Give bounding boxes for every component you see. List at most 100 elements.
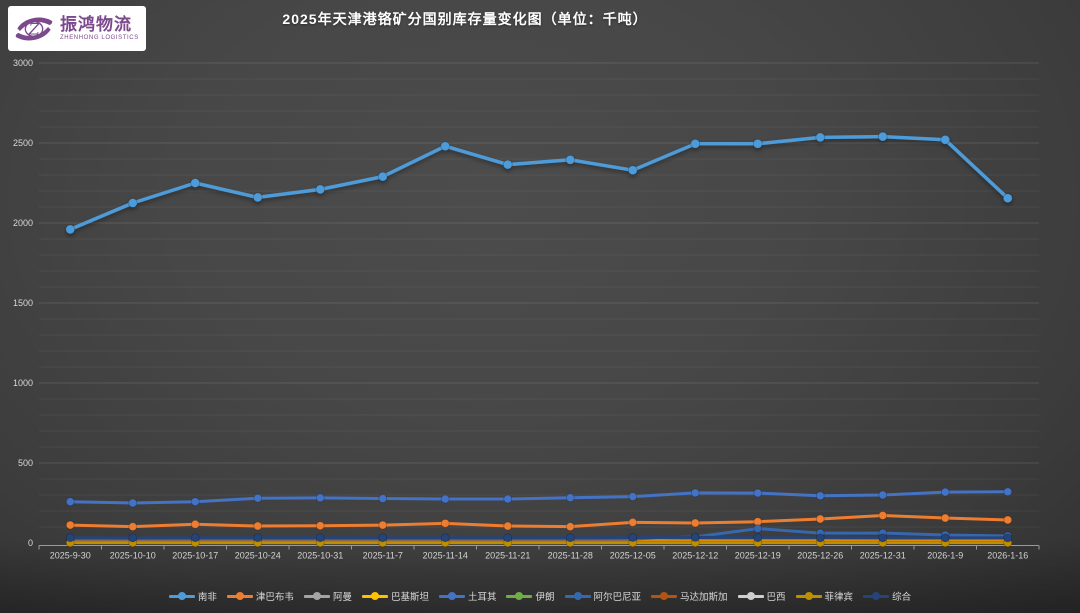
data-point	[253, 533, 263, 543]
data-point	[128, 533, 138, 543]
legend-line-marker-icon	[168, 592, 195, 601]
series-line	[68, 490, 1010, 505]
y-axis-label: 1500	[13, 298, 33, 308]
data-point	[378, 533, 388, 543]
brand-name-cn: 振鸿物流	[60, 15, 132, 34]
x-axis-label: 2025-11-28	[548, 551, 593, 561]
data-point	[628, 533, 638, 542]
company-logo: Z 振鸿物流 ZHENHONG LOGISTICS	[8, 6, 146, 51]
logo-eye-icon: Z	[15, 17, 53, 40]
legend-label: 菲律宾	[824, 592, 854, 603]
data-point	[940, 513, 950, 523]
data-point	[502, 159, 513, 170]
x-axis-label: 2025-9-30	[50, 551, 91, 561]
series-line	[68, 134, 1010, 232]
x-axis-label: 2025-11-14	[423, 551, 468, 561]
x-axis-label: 2025-10-24	[235, 551, 281, 561]
x-axis-label: 2025-12-05	[610, 551, 656, 561]
data-point	[878, 533, 888, 543]
x-axis-label: 2025-11-21	[485, 551, 530, 561]
data-point	[940, 533, 950, 543]
x-axis-label: 2026-1-9	[927, 551, 963, 561]
series-综合	[65, 533, 1013, 543]
data-point	[690, 138, 701, 149]
brand-name-en: ZHENHONG LOGISTICS	[60, 35, 139, 41]
legend-label: 津巴布韦	[255, 592, 294, 603]
data-point	[440, 533, 450, 543]
data-point	[127, 198, 138, 208]
data-point	[940, 134, 951, 145]
legend-item-巴西[interactable]: 巴西	[737, 589, 786, 603]
data-point	[65, 520, 75, 530]
legend-item-伊朗[interactable]: 伊朗	[506, 589, 555, 603]
legend-line-marker-icon	[361, 592, 388, 601]
data-point	[815, 132, 826, 143]
legend-item-阿曼[interactable]: 阿曼	[303, 589, 352, 603]
legend-line-marker-icon	[226, 592, 253, 601]
legend-item-阿尔巴尼亚[interactable]: 阿尔巴尼亚	[564, 589, 642, 603]
y-axis-label: 500	[18, 458, 33, 468]
data-point	[440, 141, 451, 152]
data-point	[253, 521, 263, 531]
svg-text:Z: Z	[28, 19, 41, 38]
legend-item-马达加斯加[interactable]: 马达加斯加	[651, 589, 728, 603]
data-point	[378, 520, 388, 530]
legend-label: 阿尔巴尼亚	[593, 592, 642, 603]
data-point	[940, 487, 950, 497]
legend-item-巴基斯坦[interactable]: 巴基斯坦	[361, 589, 429, 603]
chart-title: 2025年天津港铬矿分国别库存量变化图（单位：千吨）	[282, 11, 648, 27]
x-axis-label: 2026-1-16	[987, 551, 1028, 561]
legend-label: 巴西	[766, 592, 786, 603]
data-point	[753, 533, 763, 543]
data-point	[65, 224, 76, 235]
chart-legend: 南非 津巴布韦 阿曼 巴基斯坦 土耳其 伊朗 阿尔巴尼亚 马达加斯加 巴西 菲律宾 综合	[0, 586, 1080, 606]
legend-label: 南非	[197, 592, 217, 603]
data-point	[878, 511, 888, 520]
legend-item-土耳其[interactable]: 土耳其	[438, 589, 497, 603]
y-axis-label: 0	[28, 538, 33, 548]
data-point	[690, 518, 700, 528]
data-point	[503, 521, 513, 531]
data-point	[65, 497, 75, 507]
legend-item-南非[interactable]: 南非	[168, 589, 217, 603]
data-point	[378, 494, 388, 503]
data-point	[440, 494, 450, 504]
x-axis-label: 2025-10-10	[110, 551, 156, 561]
data-point	[503, 494, 513, 504]
data-point	[190, 178, 201, 188]
legend-line-marker-icon	[795, 592, 822, 601]
legend-line-marker-icon	[863, 592, 890, 601]
legend-label: 伊朗	[535, 592, 555, 603]
legend-item-综合[interactable]: 综合	[863, 589, 911, 603]
data-point	[628, 492, 638, 502]
data-point	[565, 493, 575, 503]
data-point	[315, 521, 325, 531]
data-point	[753, 488, 763, 498]
data-point	[377, 171, 388, 182]
data-point	[815, 514, 825, 524]
legend-item-津巴布韦[interactable]: 津巴布韦	[226, 589, 294, 603]
data-point	[65, 533, 75, 543]
series-津巴布韦	[65, 511, 1013, 532]
data-point	[315, 184, 326, 195]
data-point	[753, 524, 763, 533]
x-axis-label: 2025-12-26	[797, 551, 843, 561]
legend-item-菲律宾[interactable]: 菲律宾	[795, 589, 854, 603]
data-point	[565, 533, 575, 543]
y-axis-label: 2500	[13, 138, 33, 148]
y-axis-label: 3000	[13, 58, 33, 68]
y-axis-label: 2000	[13, 218, 33, 228]
data-point	[815, 533, 825, 543]
data-point	[190, 519, 200, 529]
legend-label: 土耳其	[467, 592, 497, 603]
data-point	[877, 131, 888, 142]
data-point	[190, 497, 200, 507]
data-point	[252, 192, 263, 203]
legend-label: 巴基斯坦	[390, 592, 429, 603]
data-point	[1003, 533, 1013, 543]
y-axis-label: 1000	[13, 378, 33, 388]
data-point	[690, 488, 700, 498]
data-point	[315, 493, 325, 503]
